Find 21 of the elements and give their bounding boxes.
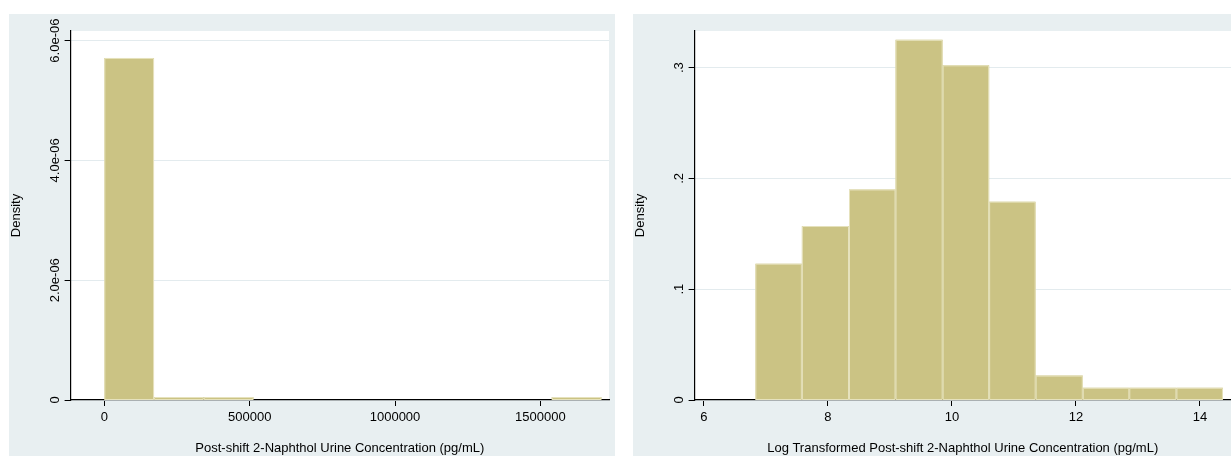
y-tick-label: 0 (670, 396, 686, 404)
x-tick-label: 500000 (227, 409, 272, 425)
x-tick-label: 14 (1192, 409, 1208, 425)
y-tick-label: .1 (670, 283, 686, 295)
x-tick-label: 6 (700, 409, 708, 425)
y-tick-label: .3 (670, 62, 686, 73)
y-tick-label: 0 (46, 396, 62, 404)
x-tick-label: 0 (100, 409, 108, 425)
y-axis-title: Density (632, 193, 648, 238)
x-tick-label: 12 (1068, 409, 1084, 425)
y-tick-label: 2.0e-06 (46, 258, 62, 303)
x-axis-title: Post-shift 2-Naphthol Urine Concentration (pg/mL) (195, 439, 485, 455)
x-axis-title: Log Transformed Post-shift 2-Naphthol Urine Concentration (pg/mL) (767, 439, 1159, 455)
y-tick-label: 4.0e-06 (46, 138, 62, 183)
y-tick-label: 6.0e-06 (46, 18, 62, 63)
x-tick-label: 1500000 (515, 409, 566, 425)
x-tick-label: 10 (944, 409, 960, 425)
y-tick-label: .2 (670, 172, 686, 184)
x-tick-label: 1000000 (369, 409, 421, 425)
y-axis-title: Density (8, 193, 24, 238)
x-tick-label: 8 (824, 409, 832, 425)
